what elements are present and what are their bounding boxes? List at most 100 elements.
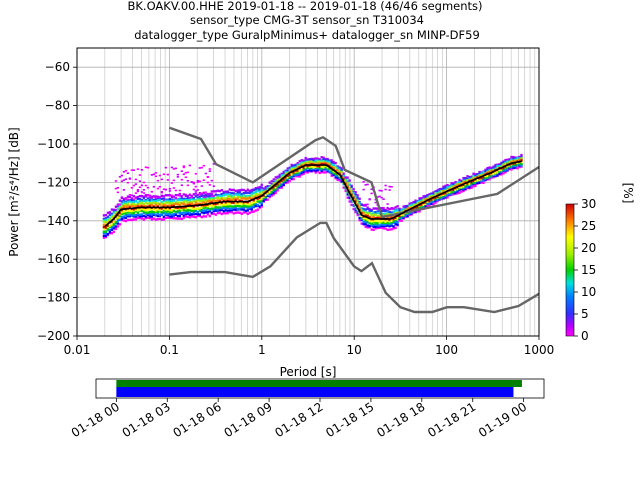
heatmap-cell xyxy=(454,188,457,192)
heatmap-cell xyxy=(274,184,277,187)
heatmap-cell xyxy=(168,204,171,208)
heatmap-cell xyxy=(168,215,171,218)
heatmap-cell xyxy=(162,215,165,218)
heatmap-cell-sparse xyxy=(182,166,185,169)
heatmap-cell xyxy=(368,212,371,215)
heatmap-cell xyxy=(138,215,142,218)
heatmap-cell xyxy=(246,191,249,194)
heatmap-cell xyxy=(298,160,301,163)
heatmap-cell xyxy=(396,223,399,226)
heatmap-cell xyxy=(344,179,347,182)
heatmap-cell xyxy=(474,181,477,184)
heatmap-cell xyxy=(162,207,165,210)
heatmap-cell xyxy=(220,188,223,192)
heatmap-cell xyxy=(130,214,134,217)
heatmap-cell xyxy=(358,206,361,209)
heatmap-cell xyxy=(188,211,191,215)
heatmap-cell xyxy=(464,177,467,180)
heatmap-cell xyxy=(356,198,359,202)
heatmap-cell xyxy=(116,208,120,211)
heatmap-cell xyxy=(496,174,499,177)
heatmap-cell-sparse xyxy=(194,185,197,188)
heatmap-cell xyxy=(168,216,171,220)
heatmap-cell-sparse xyxy=(174,189,177,192)
heatmap-cell xyxy=(162,195,165,198)
heatmap-cell xyxy=(236,193,239,197)
heatmap-cell xyxy=(472,176,475,179)
heatmap-cell xyxy=(184,200,187,203)
heatmap-cell-sparse xyxy=(198,180,201,183)
heatmap-cell xyxy=(352,194,355,197)
heatmap-cell xyxy=(500,162,503,165)
heatmap-cell xyxy=(210,193,213,196)
heatmap-cell xyxy=(514,166,517,169)
heatmap-cell xyxy=(276,183,279,186)
heatmap-cell-sparse xyxy=(142,189,146,191)
heatmap-cell-sparse xyxy=(382,198,385,201)
heatmap-cell xyxy=(330,174,333,177)
heatmap-cell xyxy=(232,195,235,199)
heatmap-cell-sparse xyxy=(124,178,128,180)
heatmap-cell xyxy=(314,159,317,163)
heatmap-cell xyxy=(192,198,195,202)
heatmap-cell xyxy=(428,199,431,203)
heatmap-cell xyxy=(214,199,217,203)
heatmap-cell xyxy=(216,202,219,205)
heatmap-cell xyxy=(494,167,497,171)
heatmap-cell-sparse xyxy=(186,171,189,174)
heatmap-cell xyxy=(156,210,159,213)
heatmap-cell xyxy=(396,217,399,220)
heatmap-cell xyxy=(150,212,154,216)
x-axis-label: Period [s] xyxy=(280,365,337,379)
heatmap-cell xyxy=(310,163,313,166)
heatmap-cell-sparse xyxy=(174,197,177,199)
heatmap-cell xyxy=(328,160,331,164)
heatmap-cell xyxy=(130,218,134,222)
x-tick-label: 100 xyxy=(435,343,458,357)
heatmap-cell xyxy=(208,200,211,203)
heatmap-cell xyxy=(108,216,112,220)
heatmap-cell xyxy=(172,213,175,216)
heatmap-cell xyxy=(354,207,357,210)
heatmap-cell-sparse xyxy=(162,199,165,201)
heatmap-cell xyxy=(232,197,235,201)
heatmap-cell xyxy=(124,213,128,217)
heatmap-cell xyxy=(140,213,144,216)
heatmap-cell xyxy=(396,209,399,212)
heatmap-cell xyxy=(296,175,299,178)
heatmap-cell xyxy=(346,179,349,182)
heatmap-cell xyxy=(486,168,489,171)
heatmap-cell xyxy=(310,167,313,171)
heatmap-cell xyxy=(284,169,287,173)
heatmap-cell xyxy=(322,166,325,169)
heatmap-cell xyxy=(270,182,273,186)
heatmap-cell xyxy=(190,213,193,216)
heatmap-cell xyxy=(132,214,136,217)
heatmap-cell xyxy=(520,162,523,166)
colorbar-gradient xyxy=(565,203,575,337)
heatmap-cell xyxy=(170,213,173,216)
heatmap-cell xyxy=(382,208,385,211)
heatmap-cell xyxy=(440,188,443,191)
heatmap-cell xyxy=(140,198,144,202)
heatmap-cell-sparse xyxy=(124,169,128,172)
heatmap-cell-sparse xyxy=(160,190,163,193)
heatmap-cell xyxy=(236,197,239,200)
heatmap-cell xyxy=(208,192,211,196)
time-tick-label: 01-18 15 xyxy=(323,400,376,440)
heatmap-cell xyxy=(252,189,255,192)
heatmap-cell xyxy=(370,216,373,219)
heatmap-cell xyxy=(240,197,243,200)
heatmap-cell xyxy=(482,181,485,184)
heatmap-cell xyxy=(192,209,195,212)
heatmap-cell xyxy=(378,224,381,227)
colorbar-tick-label: 5 xyxy=(581,307,589,321)
heatmap-cell xyxy=(356,196,359,200)
heatmap-cell xyxy=(502,166,505,170)
heatmap-cell xyxy=(364,222,367,226)
heatmap-cell xyxy=(206,206,209,210)
heatmap-cell xyxy=(280,174,283,177)
heatmap-cell-sparse xyxy=(370,188,373,191)
